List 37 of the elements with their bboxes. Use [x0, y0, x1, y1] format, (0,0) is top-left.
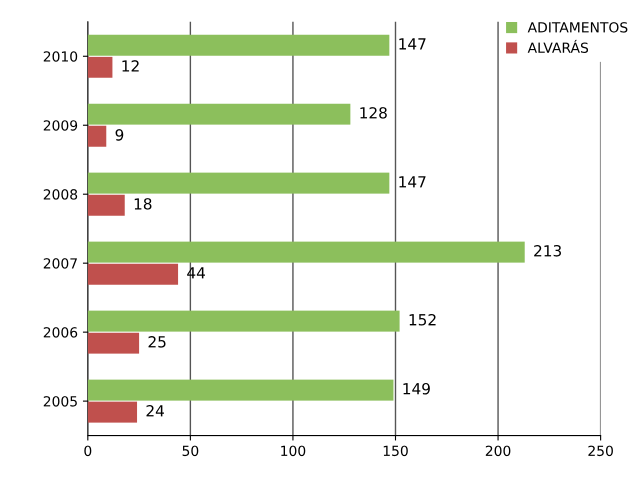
data-label: 147 [399, 38, 426, 50]
y-tick-label: 2006 [44, 327, 78, 338]
x-tick-label: 100 [281, 446, 306, 456]
data-label: 152 [410, 314, 436, 326]
legend-label: ALVARÁS [528, 40, 588, 53]
data-label: 12 [122, 60, 139, 72]
y-tick-label: 2009 [44, 120, 78, 131]
x-tick-label: 0 [84, 446, 92, 456]
bar [88, 56, 112, 78]
bar [88, 194, 125, 216]
legend-label: ADITAMENTOS [528, 22, 628, 33]
y-tick-label: 2008 [44, 189, 78, 200]
x-tick-label: 200 [486, 446, 510, 456]
data-label: 147 [399, 176, 426, 188]
y-tick-label: 2007 [44, 258, 77, 269]
data-label: 213 [534, 245, 561, 257]
x-tick-label: 150 [384, 446, 408, 456]
y-tick-label: 2005 [44, 396, 77, 407]
y-tick-label: 2010 [44, 51, 78, 62]
data-label: 149 [403, 382, 430, 395]
data-label: 25 [148, 336, 166, 348]
x-tick-label: 250 [588, 446, 613, 456]
data-label: 24 [146, 405, 164, 416]
bar [88, 264, 178, 285]
bar [88, 34, 390, 56]
bar [88, 402, 138, 423]
x-tick-label: 50 [182, 446, 198, 456]
bar [88, 126, 106, 147]
bar [88, 172, 390, 194]
data-label: 18 [134, 198, 152, 210]
bar [88, 332, 140, 354]
data-label: 9 [116, 129, 124, 141]
bar [88, 104, 350, 125]
bar [88, 380, 394, 401]
bar [88, 242, 525, 263]
bar [88, 310, 400, 332]
data-label: 128 [360, 107, 387, 119]
